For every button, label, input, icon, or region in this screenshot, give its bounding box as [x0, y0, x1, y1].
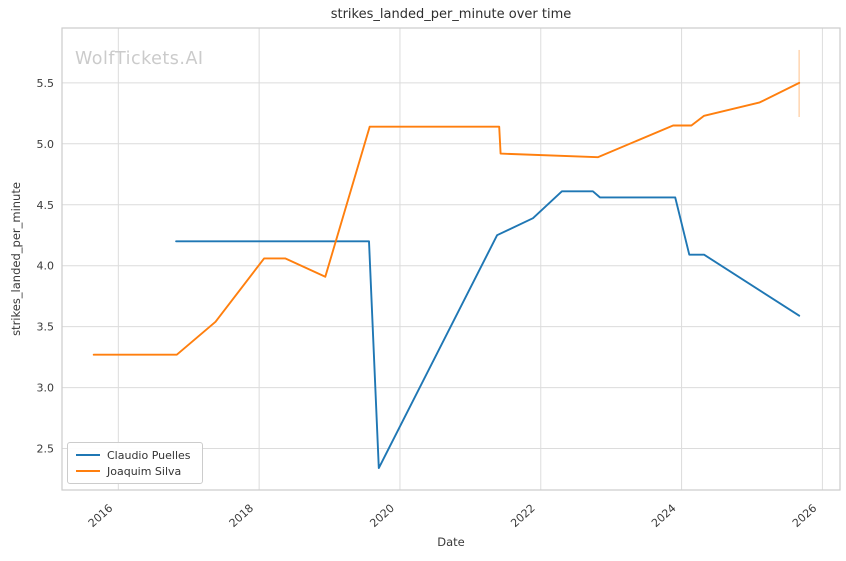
x-tick-label: 2020: [367, 502, 397, 530]
y-tick-label: 5.0: [37, 138, 55, 151]
legend-label: Claudio Puelles: [107, 448, 191, 462]
series-line-claudio-puelles: [175, 190, 801, 470]
plot-frame: [61, 27, 841, 491]
y-tick-label: 3.5: [37, 321, 55, 334]
legend-item: Joaquim Silva: [76, 463, 194, 479]
legend: Claudio Puelles Joaquim Silva: [67, 442, 203, 484]
watermark: WolfTickets.AI: [75, 49, 204, 69]
x-tick-label: 2016: [86, 502, 116, 530]
x-tick-label: 2024: [649, 502, 679, 530]
x-tick-label: 2018: [227, 502, 257, 530]
chart-title: strikes_landed_per_minute over time: [330, 7, 572, 22]
legend-line-swatch: [76, 470, 100, 472]
y-tick-label: 3.0: [37, 382, 55, 395]
y-axis-label: strikes_landed_per_minute: [9, 182, 23, 336]
y-tick-label: 5.5: [37, 77, 55, 90]
x-axis-label: Date: [437, 535, 465, 549]
legend-line-swatch: [76, 454, 100, 456]
x-tick-label: 2026: [790, 502, 820, 530]
y-tick-label: 2.5: [37, 443, 55, 456]
y-tick-label: 4.0: [37, 260, 55, 273]
legend-label: Joaquim Silva: [107, 464, 182, 478]
legend-item: Claudio Puelles: [76, 447, 194, 463]
series-line-joaquim-silva: [92, 81, 801, 356]
y-tick-label: 4.5: [37, 199, 55, 212]
x-tick-label: 2022: [508, 502, 538, 530]
